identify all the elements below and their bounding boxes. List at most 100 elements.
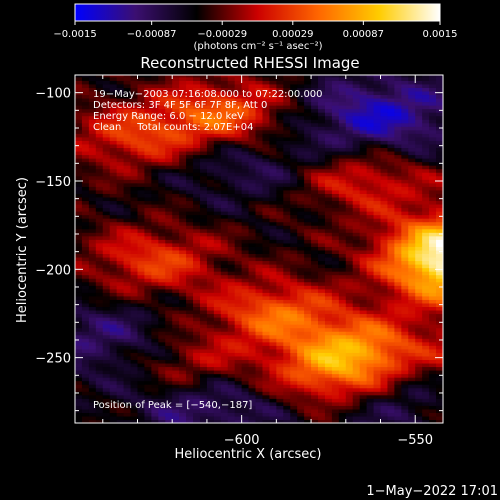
heatmap-cell <box>199 320 208 325</box>
heatmap-cell <box>109 147 118 152</box>
heatmap-cell <box>366 200 375 205</box>
heatmap-cell <box>380 348 389 353</box>
heatmap-cell <box>297 119 305 124</box>
heatmap-cell <box>227 412 236 417</box>
heatmap-cell <box>387 264 395 269</box>
heatmap-cell <box>318 129 326 134</box>
heatmap-cell <box>387 158 395 163</box>
heatmap-cell <box>255 105 264 110</box>
heatmap-cell <box>227 133 236 138</box>
heatmap-cell <box>311 260 319 265</box>
heatmap-cell <box>151 306 159 311</box>
heatmap-cell <box>137 292 146 297</box>
heatmap-cell <box>130 189 139 194</box>
heatmap-cell <box>324 214 333 219</box>
heatmap-cell <box>116 391 125 396</box>
heatmap-cell <box>408 384 416 389</box>
heatmap-cell <box>311 281 319 286</box>
heatmap-cell <box>172 172 180 177</box>
heatmap-cell <box>401 105 409 110</box>
heatmap-cell <box>165 401 173 406</box>
heatmap-cell <box>206 309 215 315</box>
heatmap-cell <box>165 394 173 399</box>
heatmap-cell <box>311 207 319 212</box>
heatmap-cell <box>158 228 166 233</box>
heatmap-cell <box>380 292 389 297</box>
heatmap-cell <box>227 101 236 106</box>
heatmap-cell <box>269 302 277 308</box>
heatmap-cell <box>130 373 139 378</box>
heatmap-cell <box>290 165 298 170</box>
heatmap-cell <box>109 97 118 103</box>
heatmap-cell <box>290 260 298 265</box>
heatmap-cell <box>318 228 326 233</box>
heatmap-cell <box>88 94 97 99</box>
heatmap-cell <box>130 182 139 187</box>
heatmap-cell <box>324 179 333 184</box>
heatmap-cell <box>401 203 409 209</box>
heatmap-cell <box>338 122 347 127</box>
heatmap-cell <box>318 288 326 293</box>
heatmap-cell <box>297 136 305 141</box>
heatmap-cell <box>255 309 264 315</box>
heatmap-cell <box>373 122 382 127</box>
heatmap-cell <box>318 115 326 120</box>
heatmap-cell <box>144 218 152 223</box>
heatmap-cell <box>304 370 312 375</box>
heatmap-cell <box>304 331 312 336</box>
heatmap-cell <box>387 288 395 293</box>
heatmap-cell <box>366 196 375 202</box>
heatmap-cell <box>255 359 264 364</box>
heatmap-cell <box>158 172 166 177</box>
heatmap-cell <box>151 408 159 413</box>
heatmap-cell <box>394 154 402 159</box>
heatmap-cell <box>199 182 208 187</box>
heatmap-cell <box>283 274 291 279</box>
heatmap-cell <box>331 256 340 262</box>
heatmap-cell <box>151 415 159 421</box>
heatmap-cell <box>193 398 201 403</box>
heatmap-cell <box>290 225 298 230</box>
heatmap-cell <box>380 158 389 163</box>
heatmap-cell <box>345 228 354 233</box>
heatmap-cell <box>213 168 222 173</box>
heatmap-cell <box>248 341 257 346</box>
heatmap-cell <box>241 168 250 173</box>
heatmap-cell <box>311 172 319 177</box>
heatmap-cell <box>186 260 194 265</box>
heatmap-cell <box>262 274 271 279</box>
heatmap-cell <box>394 415 402 421</box>
heatmap-cell <box>297 235 305 240</box>
heatmap-cell <box>387 366 395 371</box>
heatmap-cell <box>172 415 180 421</box>
heatmap-cell <box>151 271 159 276</box>
heatmap-cell <box>422 408 430 413</box>
heatmap-cell <box>123 408 132 413</box>
heatmap-cell <box>151 80 159 85</box>
heatmap-cell <box>172 143 180 149</box>
heatmap-cell <box>241 362 250 368</box>
heatmap-cell <box>283 299 291 304</box>
heatmap-cell <box>199 87 208 92</box>
heatmap-cell <box>338 260 347 265</box>
heatmap-cell <box>345 242 354 247</box>
heatmap-cell <box>186 143 194 149</box>
heatmap-cell <box>193 384 201 389</box>
heatmap-cell <box>373 75 382 78</box>
heatmap-cell <box>401 401 409 406</box>
heatmap-cell <box>241 249 250 255</box>
heatmap-cell <box>408 196 416 202</box>
heatmap-cell <box>394 285 402 290</box>
heatmap-cell <box>213 405 222 410</box>
heatmap-cell <box>137 324 146 329</box>
heatmap-cell <box>151 218 159 223</box>
heatmap-cell <box>387 108 395 113</box>
heatmap-cell <box>158 119 166 124</box>
heatmap-cell <box>401 288 409 293</box>
heatmap-cell <box>137 391 146 396</box>
heatmap-cell <box>172 242 180 247</box>
heatmap-cell <box>304 401 312 406</box>
heatmap-cell <box>283 172 291 177</box>
heatmap-cell <box>415 401 423 406</box>
heatmap-cell <box>345 83 354 88</box>
